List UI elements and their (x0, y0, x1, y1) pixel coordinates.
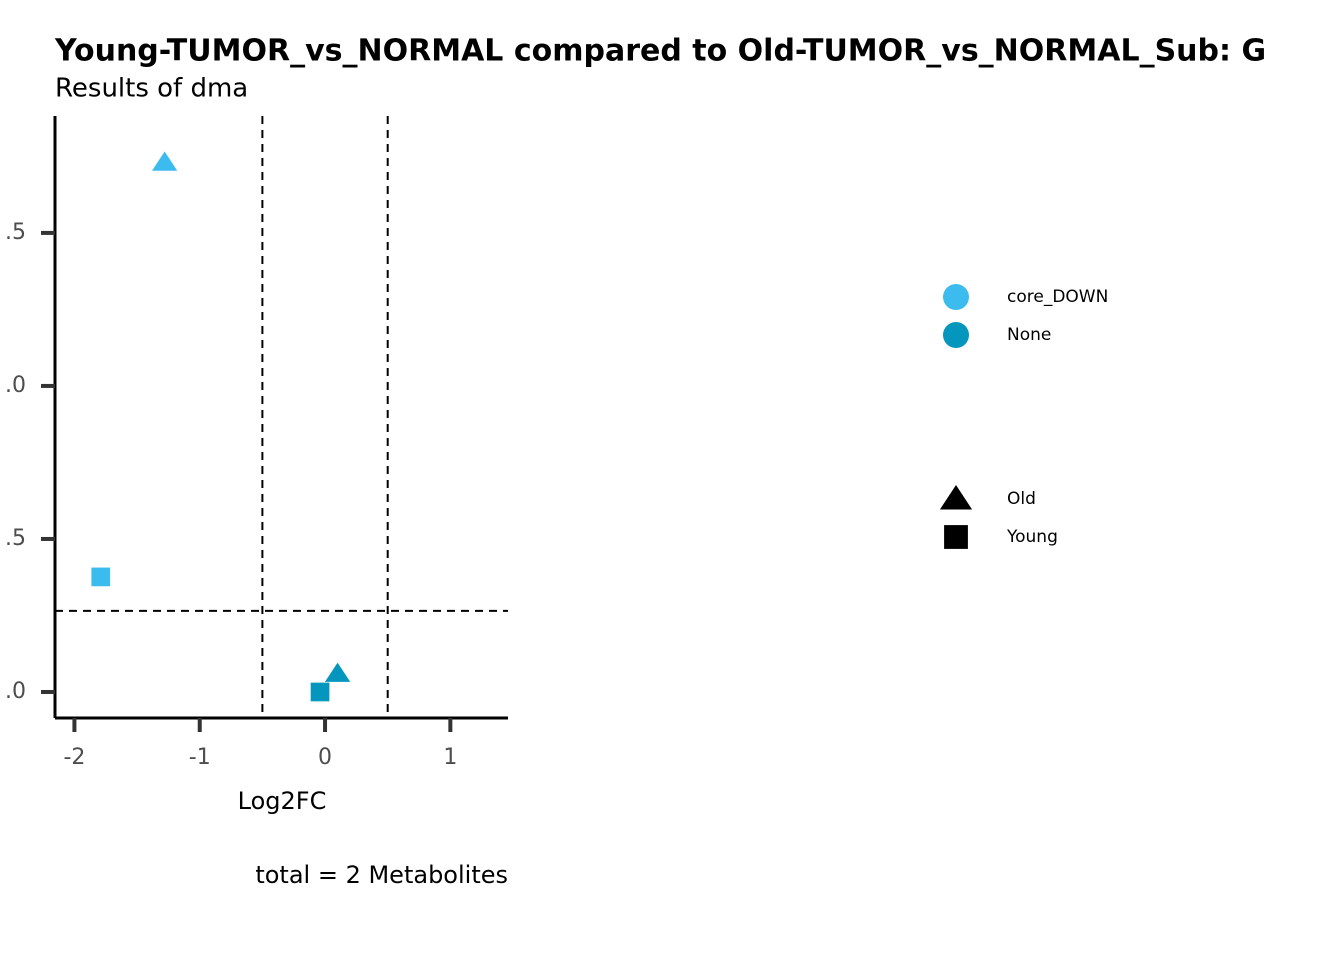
x-tick-label: -2 (63, 745, 85, 770)
legend-swatch (944, 525, 968, 549)
legend-label: Young (1006, 527, 1058, 547)
point (310, 682, 330, 702)
y-tick-label: .0 (5, 373, 26, 398)
legend-label: None (1007, 325, 1051, 345)
point (151, 151, 178, 171)
chart-subtitle: Results of dma (55, 74, 248, 104)
legend-swatch (943, 284, 969, 310)
legend-label: Old (1007, 489, 1036, 509)
y-tick-label: .5 (5, 220, 26, 245)
y-tick-label: .0 (5, 679, 26, 704)
point (91, 567, 111, 587)
chart-title: Young-TUMOR_vs_NORMAL compared to Old-TU… (54, 34, 1266, 69)
x-axis-label: Log2FC (238, 787, 327, 815)
caption: total = 2 Metabolites (255, 861, 508, 889)
legend-swatch (939, 485, 973, 510)
legend-swatch (943, 322, 969, 348)
x-tick-label: 0 (318, 745, 332, 770)
point (324, 662, 351, 682)
legend-label: core_DOWN (1007, 287, 1108, 307)
x-tick-label: 1 (443, 745, 457, 770)
x-tick-label: -1 (189, 745, 211, 770)
y-tick-label: .5 (5, 526, 26, 551)
